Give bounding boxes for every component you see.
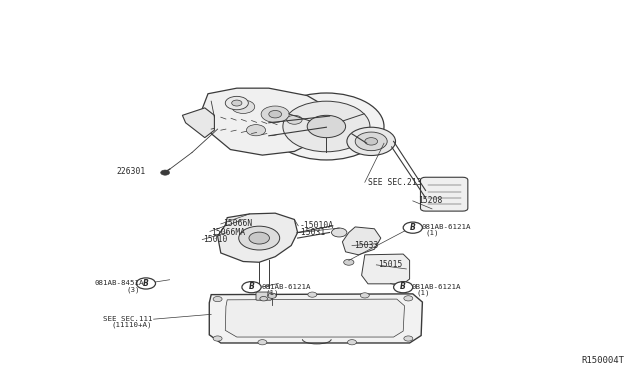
Circle shape [404,296,413,301]
Text: 15066N: 15066N [223,219,252,228]
Polygon shape [209,294,422,343]
Text: 15015: 15015 [378,260,402,269]
Text: B: B [248,282,255,291]
Circle shape [239,226,280,250]
Text: B: B [143,279,149,288]
Text: 081AB-8451A: 081AB-8451A [95,280,144,286]
Text: SEE SEC.111: SEE SEC.111 [103,316,152,322]
Circle shape [242,282,261,293]
Polygon shape [202,88,330,155]
Text: 15033: 15033 [354,241,378,250]
Text: B: B [410,223,416,232]
Circle shape [269,110,282,118]
Text: 15010: 15010 [204,235,228,244]
Circle shape [246,125,266,136]
Circle shape [258,340,267,345]
Circle shape [268,293,276,298]
Text: 15208: 15208 [418,196,442,205]
Circle shape [394,282,413,293]
Circle shape [308,292,317,297]
Text: (1): (1) [266,290,279,296]
Text: SEE SEC.213: SEE SEC.213 [368,178,422,187]
Text: R150004T: R150004T [581,356,624,365]
Circle shape [136,278,156,289]
Circle shape [260,296,268,301]
Circle shape [360,293,369,298]
Circle shape [344,259,354,265]
Circle shape [261,106,289,122]
Circle shape [161,170,170,175]
Circle shape [225,96,248,110]
Circle shape [355,132,387,151]
Text: 0B1AB-6121A: 0B1AB-6121A [412,284,461,290]
Circle shape [232,100,242,106]
Polygon shape [218,213,298,262]
FancyBboxPatch shape [420,177,468,211]
Circle shape [403,222,422,233]
Text: 081AB-6121A: 081AB-6121A [421,224,470,230]
Circle shape [213,296,222,302]
FancyBboxPatch shape [256,292,271,300]
Circle shape [365,138,378,145]
Text: (1): (1) [416,290,429,296]
Text: B: B [400,282,406,291]
Polygon shape [182,108,214,138]
Text: 081AB-6121A: 081AB-6121A [261,284,310,290]
Circle shape [348,340,356,345]
Text: -15031: -15031 [297,228,326,237]
Text: 15066MA: 15066MA [211,228,245,237]
Circle shape [249,232,269,244]
Text: -15010A: -15010A [300,221,333,230]
Circle shape [404,336,413,341]
Circle shape [287,115,302,124]
Circle shape [269,93,384,160]
Text: (3): (3) [126,286,140,293]
Circle shape [213,336,222,341]
Polygon shape [362,254,410,284]
Polygon shape [342,227,381,255]
Circle shape [307,115,346,138]
Text: (1): (1) [426,230,439,237]
Circle shape [283,101,370,152]
Text: (11110+A): (11110+A) [112,322,152,328]
Circle shape [232,100,255,113]
Polygon shape [225,299,404,337]
Circle shape [332,228,347,237]
Circle shape [347,127,396,155]
Text: 226301: 226301 [116,167,146,176]
